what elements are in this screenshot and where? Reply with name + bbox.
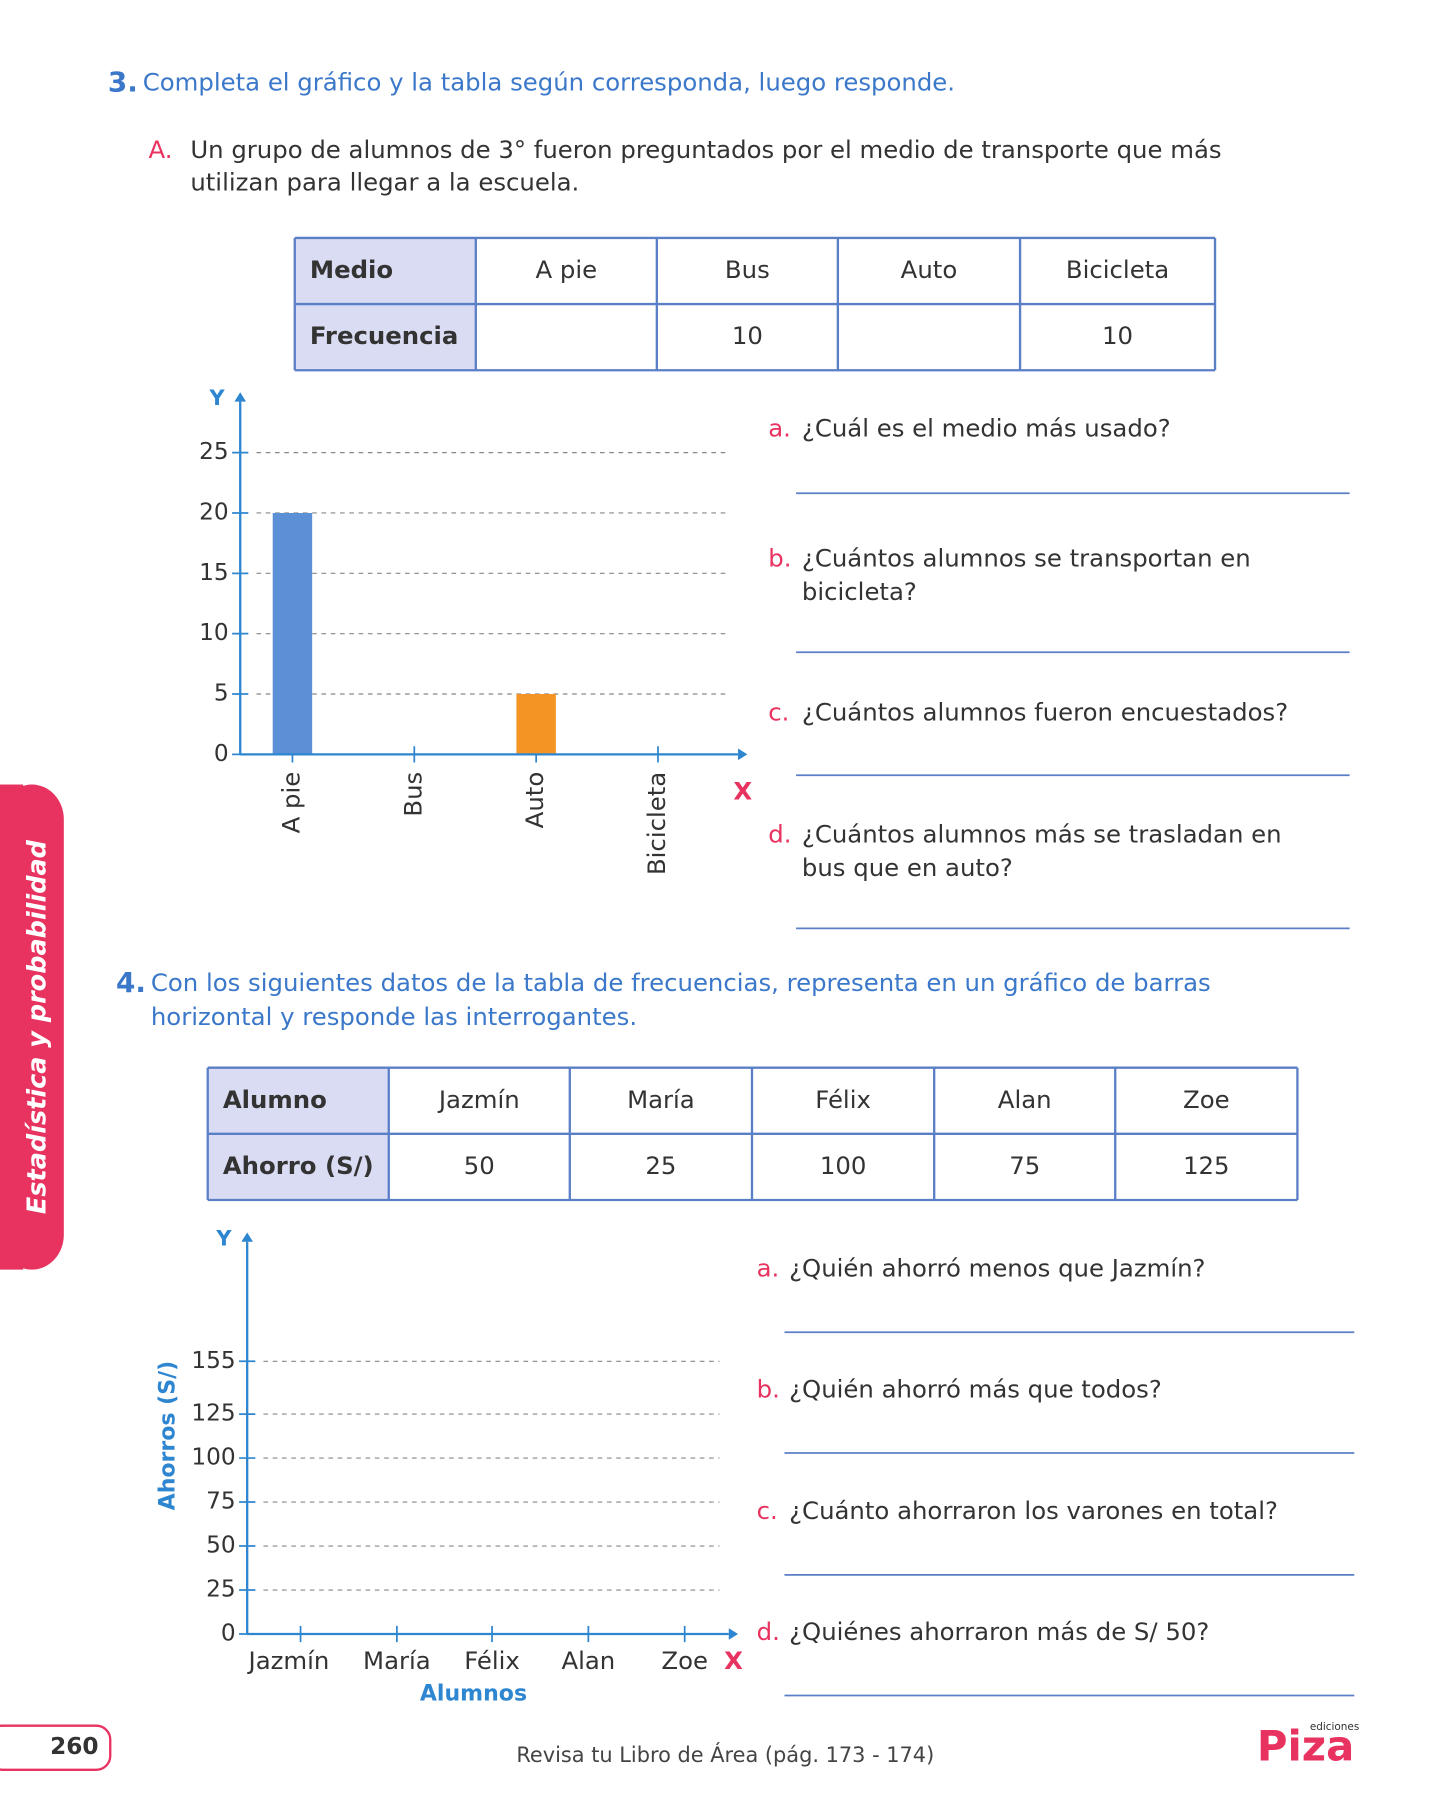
x-tick-label: Félix <box>464 1646 520 1675</box>
part-letter: A. <box>149 135 173 164</box>
table-cell: 100 <box>820 1151 867 1180</box>
side-tab-bg <box>0 784 24 1270</box>
instruction: Con los siguientes datos de la tabla de … <box>151 968 1211 997</box>
question: ¿Quién ahorró más que todos? <box>789 1374 1162 1403</box>
table-cell: Alan <box>998 1085 1052 1114</box>
question-letter: d. <box>768 820 791 849</box>
x-tick-label: Jazmín <box>247 1646 330 1675</box>
table-cell: Zoe <box>1183 1085 1230 1114</box>
table-cell: Bus <box>725 255 770 284</box>
question: ¿Cuántos alumnos más se trasladan en <box>802 820 1282 849</box>
row-header: Frecuencia <box>310 321 459 350</box>
question: ¿Cuántos alumnos fueron encuestados? <box>802 698 1288 727</box>
y-tick-label: 0 <box>214 740 229 767</box>
row-header: Medio <box>310 255 393 284</box>
question-letter: b. <box>757 1374 780 1403</box>
row-header: Alumno <box>223 1085 327 1114</box>
table-cell: 10 <box>732 321 763 350</box>
y-tick-label: 0 <box>221 1620 236 1647</box>
x-tick-label: Zoe <box>661 1646 708 1675</box>
y-tick-label: 20 <box>199 498 229 525</box>
question: ¿Quién ahorró menos que Jazmín? <box>789 1254 1205 1283</box>
y-tick-label: 50 <box>206 1532 236 1559</box>
x-axis-letter: X <box>724 1646 743 1675</box>
table-cell: 25 <box>645 1151 676 1180</box>
question: ¿Cuánto ahorraron los varones en total? <box>789 1496 1278 1525</box>
table-cell: Jazmín <box>437 1085 520 1114</box>
bar <box>516 694 556 755</box>
statement: utilizan para llegar a la escuela. <box>190 167 579 196</box>
y-axis-letter: Y <box>215 1226 232 1250</box>
logo-tag: ediciones <box>1310 1721 1359 1733</box>
x-tick-label: María <box>363 1646 431 1675</box>
x-tick-label: Auto <box>520 772 549 829</box>
y-tick-label: 15 <box>199 559 229 586</box>
x-axis-arrow <box>738 748 748 761</box>
question-letter: d. <box>757 1617 780 1646</box>
x-axis-title: Alumnos <box>420 1681 527 1706</box>
y-tick-label: 10 <box>199 619 229 646</box>
table-cell: Félix <box>815 1085 871 1114</box>
footer: Revisa tu Libro de Área (pág. 173 - 174) <box>516 1742 934 1767</box>
y-tick-label: 155 <box>191 1347 235 1374</box>
y-tick-label: 25 <box>199 438 229 465</box>
x-axis-letter: X <box>733 777 752 806</box>
question: bus que en auto? <box>802 853 1013 882</box>
y-tick-label: 5 <box>214 680 229 707</box>
question: ¿Quiénes ahorraron más de S/ 50? <box>789 1617 1209 1646</box>
question-letter: c. <box>768 698 789 727</box>
instruction: horizontal y responde las interrogantes. <box>151 1002 637 1031</box>
x-tick-label: Bicicleta <box>642 772 671 875</box>
x-tick-label: A pie <box>276 772 305 834</box>
question: ¿Cuántos alumnos se transportan en <box>802 543 1251 572</box>
side-tab: Estadística y probabilidad <box>22 839 52 1214</box>
table-cell: Bicicleta <box>1066 255 1169 284</box>
page-number: 260 <box>50 1733 98 1760</box>
page-number-box <box>0 1724 112 1771</box>
table-cell: 50 <box>464 1151 495 1180</box>
bar <box>272 512 313 755</box>
table-cell: 10 <box>1102 321 1133 350</box>
exercise-number: 4. <box>116 966 146 999</box>
y-axis-title: Ahorros (S/) <box>155 1361 180 1511</box>
question-letter: c. <box>757 1496 778 1525</box>
table-cell: A pie <box>536 255 598 284</box>
question-letter: a. <box>757 1254 780 1283</box>
y-tick-label: 125 <box>191 1400 235 1427</box>
row-header: Ahorro (S/) <box>223 1151 374 1180</box>
question-letter: b. <box>768 543 791 572</box>
exercise-number: 3. <box>108 66 138 99</box>
x-tick-label: Alan <box>561 1646 615 1675</box>
y-tick-label: 75 <box>206 1488 236 1515</box>
table-cell: María <box>627 1085 695 1114</box>
y-axis-arrow <box>234 392 247 402</box>
table-cell: Auto <box>901 255 958 284</box>
table-cell: 125 <box>1183 1151 1230 1180</box>
instruction: Completa el gráfico y la tabla según cor… <box>143 68 955 97</box>
y-axis-letter: Y <box>208 386 225 410</box>
x-axis-arrow <box>728 1628 739 1640</box>
statement: Un grupo de alumnos de 3° fueron pregunt… <box>190 135 1221 164</box>
question: ¿Cuál es el medio más usado? <box>802 413 1171 442</box>
table-cell: 75 <box>1009 1151 1040 1180</box>
question: bicicleta? <box>802 577 917 606</box>
x-tick-label: Bus <box>398 772 427 817</box>
y-tick-label: 25 <box>206 1576 236 1603</box>
logo: Piza <box>1257 1721 1354 1770</box>
y-axis-arrow <box>241 1232 253 1242</box>
y-tick-label: 100 <box>191 1444 235 1471</box>
question-letter: a. <box>768 413 791 442</box>
